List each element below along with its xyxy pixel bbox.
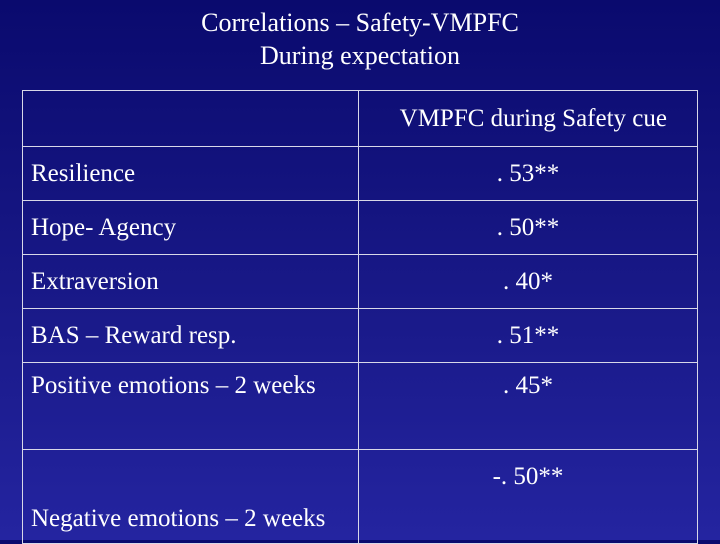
slide-title: Correlations – Safety-VMPFC During expec…	[0, 6, 720, 72]
row-value: . 40*	[358, 254, 698, 309]
table-row: Hope- Agency . 50**	[22, 200, 698, 255]
row-value: . 50**	[358, 200, 698, 255]
header-empty-cell	[22, 90, 359, 147]
table-row: BAS – Reward resp. . 51**	[22, 308, 698, 363]
column-header: VMPFC during Safety cue	[358, 90, 698, 147]
correlation-table: VMPFC during Safety cue Resilience . 53*…	[22, 90, 698, 544]
table-row: Negative emotions – 2 weeks -. 50**	[22, 449, 698, 544]
slide-title-line-1: Correlations – Safety-VMPFC	[201, 8, 519, 37]
table-row: Positive emotions – 2 weeks . 45*	[22, 362, 698, 450]
row-value: . 53**	[358, 146, 698, 201]
row-label: Resilience	[22, 146, 359, 201]
row-value: . 45*	[358, 362, 698, 450]
row-label: Positive emotions – 2 weeks	[22, 362, 359, 450]
table-header-row: VMPFC during Safety cue	[22, 90, 698, 147]
row-value: -. 50**	[358, 449, 698, 544]
table-row: Extraversion . 40*	[22, 254, 698, 309]
table-row: Resilience . 53**	[22, 146, 698, 201]
row-label: BAS – Reward resp.	[22, 308, 359, 363]
row-value: . 51**	[358, 308, 698, 363]
slide-title-line-2: During expectation	[260, 41, 460, 70]
row-label: Hope- Agency	[22, 200, 359, 255]
row-label: Negative emotions – 2 weeks	[22, 449, 359, 544]
row-label: Extraversion	[22, 254, 359, 309]
